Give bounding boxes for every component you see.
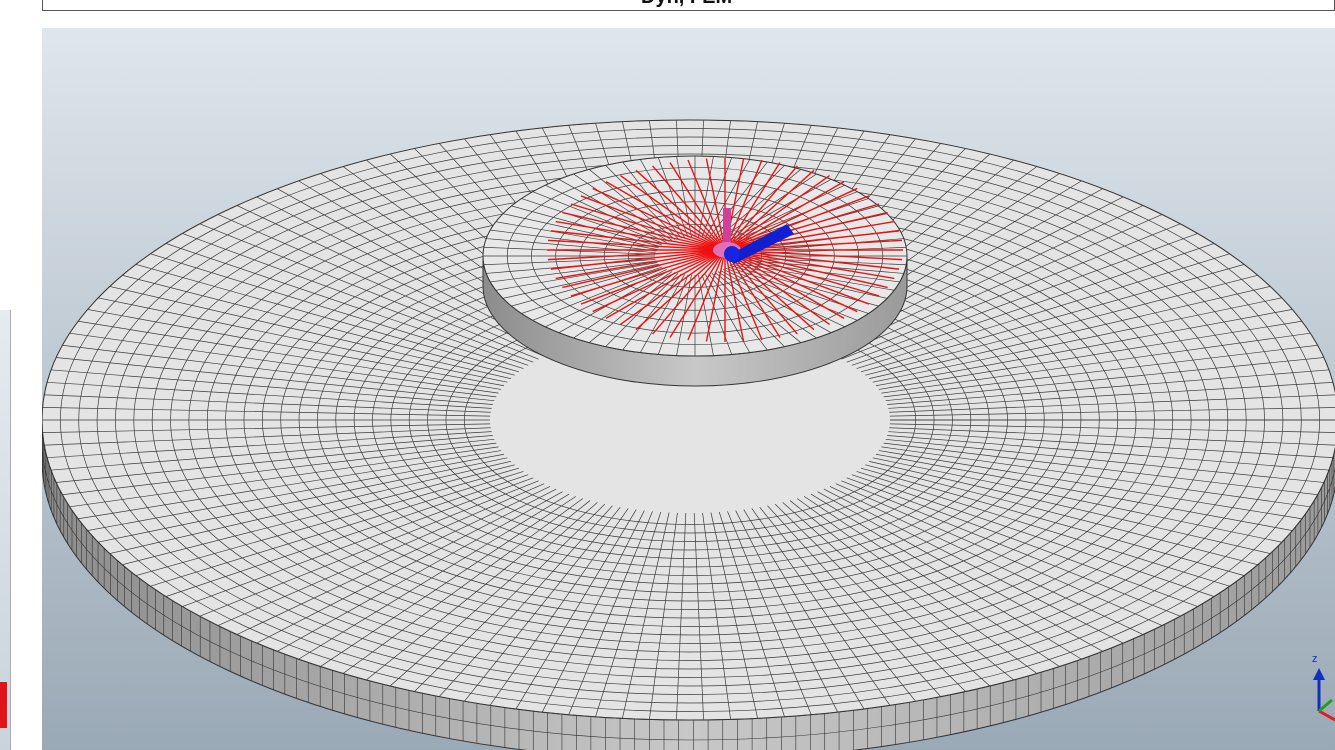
axis-label: z	[1312, 653, 1318, 665]
view-title: Dyn, FEM	[641, 0, 732, 9]
side-marker	[0, 682, 7, 728]
mesh	[42, 114, 1335, 750]
model-viewport: z	[42, 28, 1335, 750]
screen: Dyn, FEM	[0, 0, 1335, 750]
title-bar: Dyn, FEM	[42, 0, 1335, 11]
